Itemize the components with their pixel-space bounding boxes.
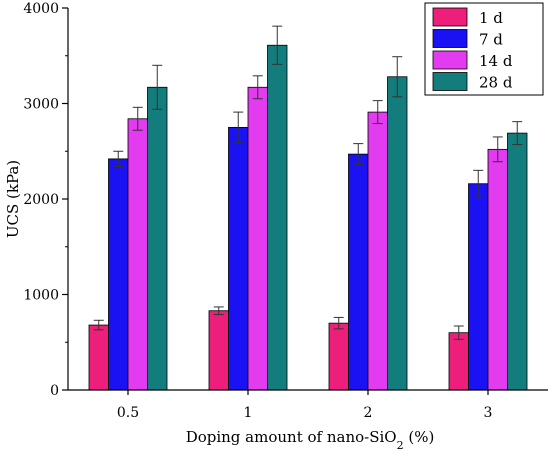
legend-swatch: [432, 50, 468, 70]
y-axis-title: UCS (kPa): [4, 160, 22, 238]
legend-label: 28 d: [479, 74, 513, 92]
legend-swatch: [432, 7, 468, 27]
bar: [267, 44, 288, 391]
bar: [367, 111, 388, 391]
x-axis-title: Doping amount of nano-SiO2 (%): [186, 428, 435, 450]
bar: [468, 183, 489, 391]
y-tick-label: 1000: [23, 288, 59, 304]
bar: [387, 76, 408, 391]
x-tick-label: 2: [364, 405, 373, 421]
x-axis-title-subscript: 2: [397, 439, 404, 450]
bar: [127, 118, 148, 391]
bar: [328, 322, 349, 391]
legend-label: 7 d: [479, 31, 503, 49]
y-ticks: 0 1000 2000 3000 4000: [23, 1, 68, 399]
x-tick-label: 1: [244, 405, 253, 421]
legend-swatch: [432, 29, 468, 48]
error-bars-layer: [93, 25, 523, 340]
legend-swatch: [432, 72, 468, 91]
y-tick-label: 0: [50, 383, 59, 399]
y-tick-label: 2000: [23, 192, 59, 208]
bar: [507, 132, 528, 391]
bar: [208, 310, 229, 391]
x-tick-label: 3: [484, 405, 493, 421]
x-ticks: 0.5 1 2 3: [117, 390, 493, 421]
y-tick-label: 4000: [23, 1, 59, 17]
bar: [108, 158, 129, 391]
bar: [448, 332, 469, 391]
bar: [247, 86, 268, 391]
x-tick-label: 0.5: [117, 405, 139, 421]
x-axis-title-suffix: (%): [404, 428, 435, 446]
legend-label: 14 d: [479, 52, 513, 70]
bar: [147, 86, 168, 391]
legend: 1 d 7 d 14 d 28 d: [424, 2, 544, 96]
legend-label: 1 d: [479, 9, 503, 27]
y-tick-label: 3000: [23, 97, 59, 113]
x-axis-title-main: Doping amount of nano-SiO: [186, 428, 397, 446]
bar: [228, 126, 249, 391]
bars-layer: [88, 44, 528, 391]
bar: [88, 324, 109, 391]
bar: [487, 148, 508, 391]
bar: [348, 153, 369, 391]
